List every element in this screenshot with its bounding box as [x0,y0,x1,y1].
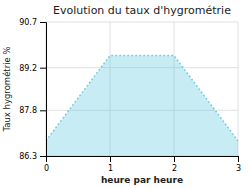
y-tick-label: 90.7 [19,18,37,27]
x-axis: 0 1 2 3 [44,156,241,173]
marks [46,56,238,157]
x-axis-title: heure par heure [101,175,183,185]
grid-line-x [238,22,239,156]
x-tick: 0 [44,156,49,173]
y-tick-mark [40,110,46,111]
x-tick-mark [174,156,175,162]
y-tick-mark [40,68,46,69]
y-axis: 86.3 87.8 89.2 90.7 [19,18,46,161]
y-axis-line [40,23,47,157]
x-tick: 1 [108,156,113,173]
y-axis-title: Taux hygrométrie % [2,46,12,132]
y-tick-label: 86.3 [19,152,37,161]
y-tick-label: 87.8 [19,106,37,115]
title: Evolution du taux d'hygrométrie [53,4,231,17]
line [46,56,238,141]
x-tick: 3 [236,156,241,173]
plot-area: 0 1 2 3 86.3 87.8 89.2 90.7 [19,18,241,173]
y-tick: 87.8 [19,106,46,115]
grid-line-y [46,22,238,23]
grid [46,22,238,156]
x-tick-label: 1 [108,164,113,173]
y-tick: 86.3 [19,152,46,161]
y-tick: 89.2 [19,64,46,73]
x-tick: 2 [172,156,177,173]
x-axis-line [47,157,239,163]
x-tick-mark [110,156,111,162]
y-tick-mark [40,22,46,23]
y-tick-label: 89.2 [19,64,37,73]
area [46,56,238,157]
y-tick: 90.7 [19,18,46,27]
x-tick-label: 3 [236,164,241,173]
y-tick-mark [40,156,46,157]
x-tick-mark [238,156,239,162]
x-tick-label: 0 [44,164,49,173]
chart: 0 1 2 3 86.3 87.8 89.2 90.7 Evolution du taux d'… [0,0,250,188]
x-tick-label: 2 [172,164,177,173]
